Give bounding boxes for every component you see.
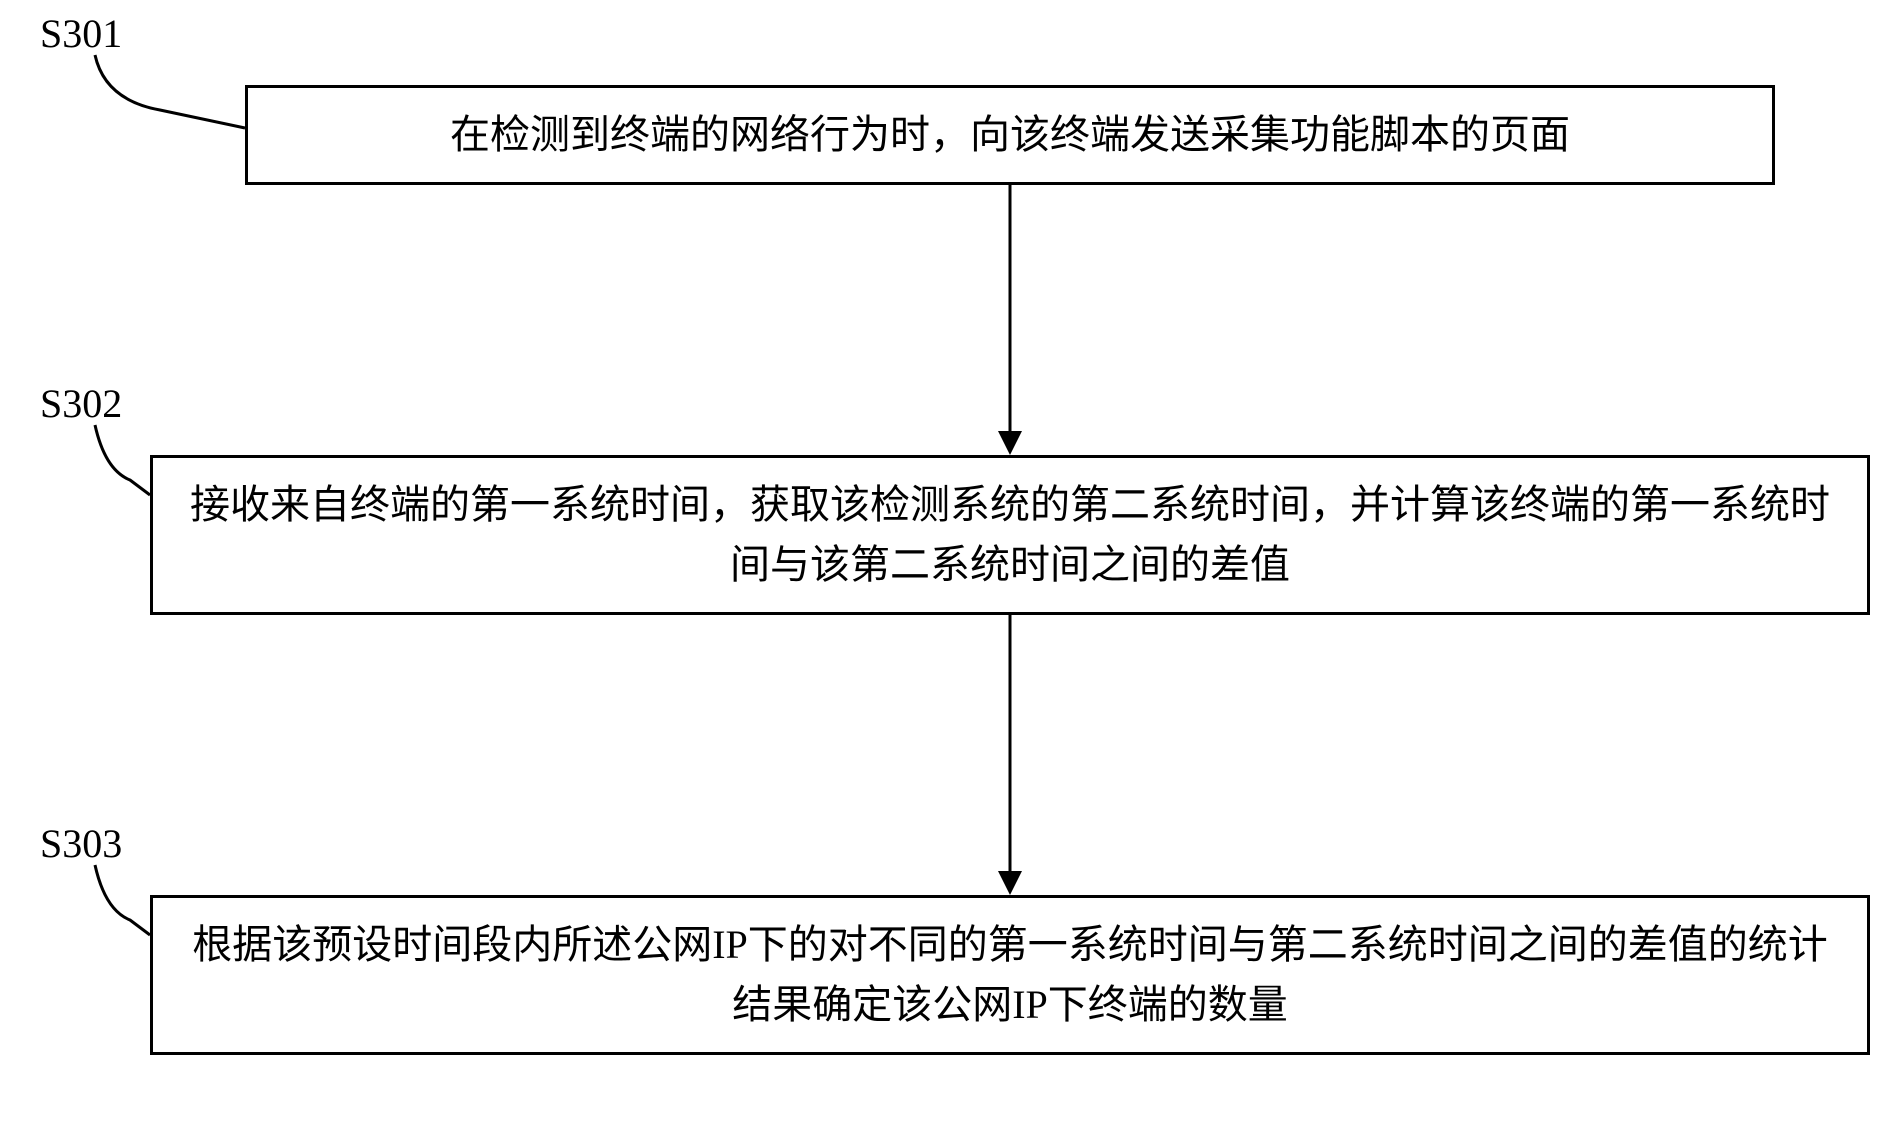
arrow-line-2	[1009, 615, 1012, 873]
arrow-head-2	[998, 871, 1022, 895]
step-text-s302: 接收来自终端的第一系统时间，获取该检测系统的第二系统时间，并计算该终端的第一系统…	[183, 475, 1837, 595]
step-text-s301: 在检测到终端的网络行为时，向该终端发送采集功能脚本的页面	[450, 105, 1570, 165]
flowchart-container: S301 在检测到终端的网络行为时，向该终端发送采集功能脚本的页面 S302 接…	[0, 0, 1893, 1124]
step-box-s302: 接收来自终端的第一系统时间，获取该检测系统的第二系统时间，并计算该终端的第一系统…	[150, 455, 1870, 615]
step-text-s303: 根据该预设时间段内所述公网IP下的对不同的第一系统时间与第二系统时间之间的差值的…	[183, 915, 1837, 1035]
arrow-head-1	[998, 431, 1022, 455]
step-box-s301: 在检测到终端的网络行为时，向该终端发送采集功能脚本的页面	[245, 85, 1775, 185]
arrow-line-1	[1009, 185, 1012, 433]
step-box-s303: 根据该预设时间段内所述公网IP下的对不同的第一系统时间与第二系统时间之间的差值的…	[150, 895, 1870, 1055]
